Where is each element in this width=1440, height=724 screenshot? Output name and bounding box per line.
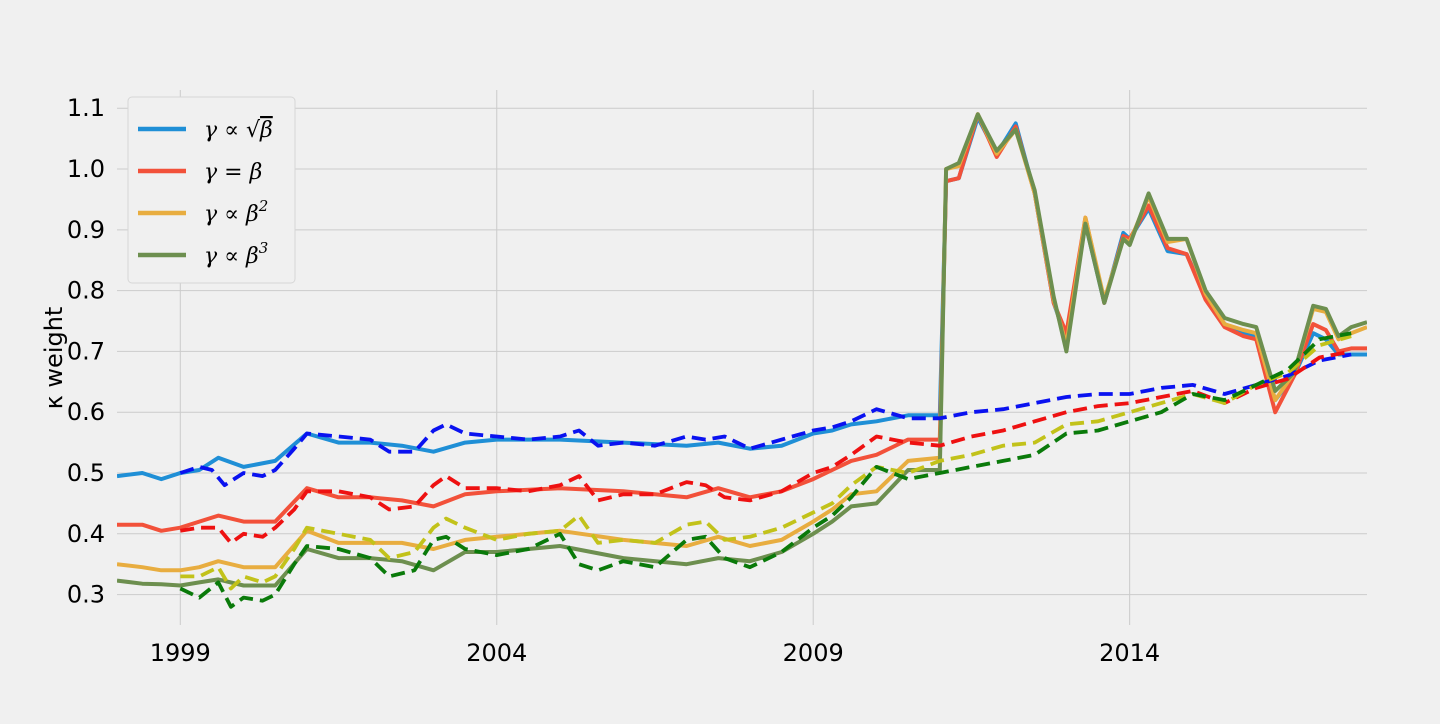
series-line-linear-dashed [179,349,1352,545]
x-tick-label: 2014 [1099,639,1160,667]
y-tick-label: 0.7 [67,337,105,365]
y-tick-label: 0.3 [67,581,105,609]
series-line-sqrt-dashed [179,352,1352,488]
legend-label: γ ∝ √β [204,118,273,143]
series-line-cube [117,112,1367,588]
x-tick-label: 2009 [783,639,844,667]
y-tick-label: 0.6 [67,398,105,426]
series-line-sqrt [117,115,1367,482]
series-line-square-dashed [180,334,1352,591]
y-tick-label: 1.0 [67,155,105,183]
series-line-cube-dashed [179,331,1352,609]
y-tick-label: 1.1 [67,94,105,122]
series-layer [117,112,1367,609]
series-line-linear [117,112,1367,533]
y-tick-label: 0.5 [67,459,105,487]
series-line-square [117,112,1367,573]
legend-box [127,96,296,284]
y-tick-label: 0.4 [67,520,105,548]
y-axis-ticks: 0.3 0.4 0.5 0.6 0.7 0.8 0.9 1.0 1.1 [67,94,105,608]
y-axis-label: κ weight [40,307,68,410]
legend: γ ∝ √β γ = β γ ∝ β2 γ ∝ β3 [127,96,296,284]
legend-label: γ ∝ β2 [204,197,268,227]
legend-label: γ = β [204,160,262,185]
gridlines [117,90,1367,625]
y-tick-label: 0.9 [67,216,105,244]
x-axis-ticks: 1999 2004 2009 2014 [150,639,1160,667]
legend-label: γ ∝ β3 [204,239,268,269]
y-tick-label: 0.8 [67,277,105,305]
x-tick-label: 2004 [466,639,527,667]
x-tick-label: 1999 [150,639,211,667]
